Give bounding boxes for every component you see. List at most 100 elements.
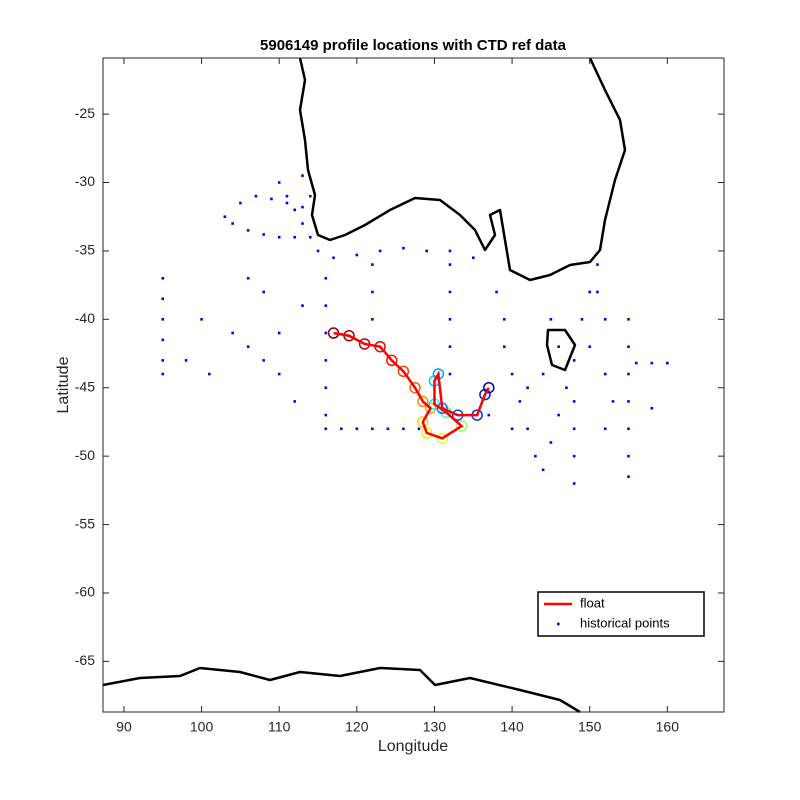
y-tick-label: -45	[75, 378, 95, 394]
historical-point	[371, 263, 374, 266]
coastline	[102, 57, 627, 714]
historical-point	[324, 413, 328, 417]
historical-point	[572, 482, 576, 485]
antarctica-coast	[102, 666, 581, 714]
historical-point	[293, 208, 297, 212]
historical-point	[557, 413, 560, 417]
historical-point	[371, 290, 374, 294]
historical-point	[301, 304, 304, 307]
historical-point	[596, 290, 599, 294]
x-tick-label: 100	[190, 719, 214, 735]
historical-point	[254, 194, 258, 198]
historical-point	[448, 263, 452, 266]
historical-point	[627, 454, 630, 458]
historical-point	[277, 181, 281, 184]
historical-point	[270, 197, 273, 201]
y-tick-label: -35	[75, 242, 95, 258]
historical-point	[293, 235, 297, 239]
legend-label: float	[580, 595, 605, 610]
historical-point	[417, 427, 421, 431]
historical-point	[603, 427, 607, 431]
profile-marker	[455, 420, 468, 432]
historical-point	[448, 345, 452, 348]
historical-point	[277, 235, 281, 239]
historical-point	[510, 372, 514, 376]
historical-point	[572, 427, 576, 431]
historical-point	[518, 400, 522, 403]
historical-point	[262, 233, 265, 236]
historical-point	[541, 372, 545, 376]
historical-point	[534, 454, 537, 458]
historical-point	[627, 318, 630, 321]
historical-point	[627, 372, 630, 376]
historical-point	[301, 174, 304, 177]
historical-point	[588, 290, 592, 294]
historical-point	[503, 345, 506, 348]
plot-area	[161, 174, 669, 485]
historical-point	[425, 249, 428, 253]
profile-marker	[424, 402, 437, 415]
historical-point	[184, 359, 188, 362]
historical-point	[161, 359, 165, 362]
historical-point	[324, 331, 328, 335]
historical-point	[526, 427, 529, 431]
legend-box	[537, 591, 705, 637]
historical-point	[580, 318, 584, 321]
historical-point	[526, 386, 529, 390]
historical-point	[277, 372, 281, 376]
profile-marker	[417, 395, 429, 408]
historical-point	[332, 256, 335, 260]
x-tick-label: 160	[656, 719, 680, 735]
historical-point	[308, 194, 312, 198]
historical-point	[371, 427, 374, 431]
historical-point	[487, 413, 491, 417]
historical-point	[324, 276, 328, 280]
x-tick-label: 110	[268, 719, 291, 735]
historical-point	[246, 229, 250, 232]
historical-point	[301, 205, 304, 209]
historical-point	[293, 400, 297, 403]
historical-point	[371, 318, 374, 321]
historical-point	[246, 345, 250, 348]
historical-point	[650, 406, 654, 410]
historical-point	[650, 361, 654, 365]
historical-point	[603, 372, 607, 376]
historical-point	[549, 318, 553, 321]
historical-point	[557, 345, 560, 348]
historical-point	[448, 290, 452, 294]
historical-point	[627, 475, 630, 478]
historical-point	[565, 386, 568, 390]
y-axis-label: Latitude	[55, 356, 72, 413]
historical-point	[355, 253, 359, 257]
historical-point	[208, 372, 211, 376]
historical-point	[572, 454, 576, 458]
historical-point	[246, 276, 250, 280]
historical-point	[510, 427, 514, 431]
historical-point	[239, 201, 242, 205]
legend-swatch	[557, 622, 560, 626]
historical-point	[231, 222, 234, 225]
profile-marker	[397, 365, 410, 378]
historical-point	[200, 318, 203, 321]
y-tick-label: -50	[75, 447, 95, 463]
profile-marker	[386, 354, 398, 367]
historical-point	[549, 441, 553, 444]
y-tick-label: -40	[75, 310, 95, 326]
historical-point	[301, 222, 304, 225]
y-tick-label: -65	[75, 652, 95, 668]
profile-marker	[409, 381, 421, 394]
historical-point	[231, 331, 234, 335]
historical-point	[285, 201, 289, 205]
historical-point	[161, 372, 165, 376]
historical-point	[355, 427, 359, 431]
historical-point	[324, 304, 328, 307]
x-tick-label: 140	[500, 719, 524, 735]
legend: float historical points	[537, 591, 705, 637]
historical-point	[223, 215, 227, 219]
historical-point	[161, 276, 165, 280]
historical-point	[588, 345, 592, 348]
historical-point	[402, 246, 405, 250]
x-tick-label: 90	[116, 719, 132, 735]
y-tick-label: -60	[75, 584, 95, 600]
x-tick-label: 150	[578, 719, 602, 735]
